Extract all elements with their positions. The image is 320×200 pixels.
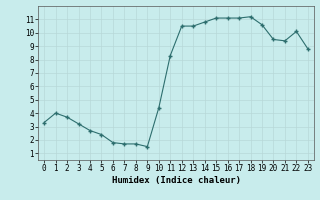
X-axis label: Humidex (Indice chaleur): Humidex (Indice chaleur): [111, 176, 241, 185]
